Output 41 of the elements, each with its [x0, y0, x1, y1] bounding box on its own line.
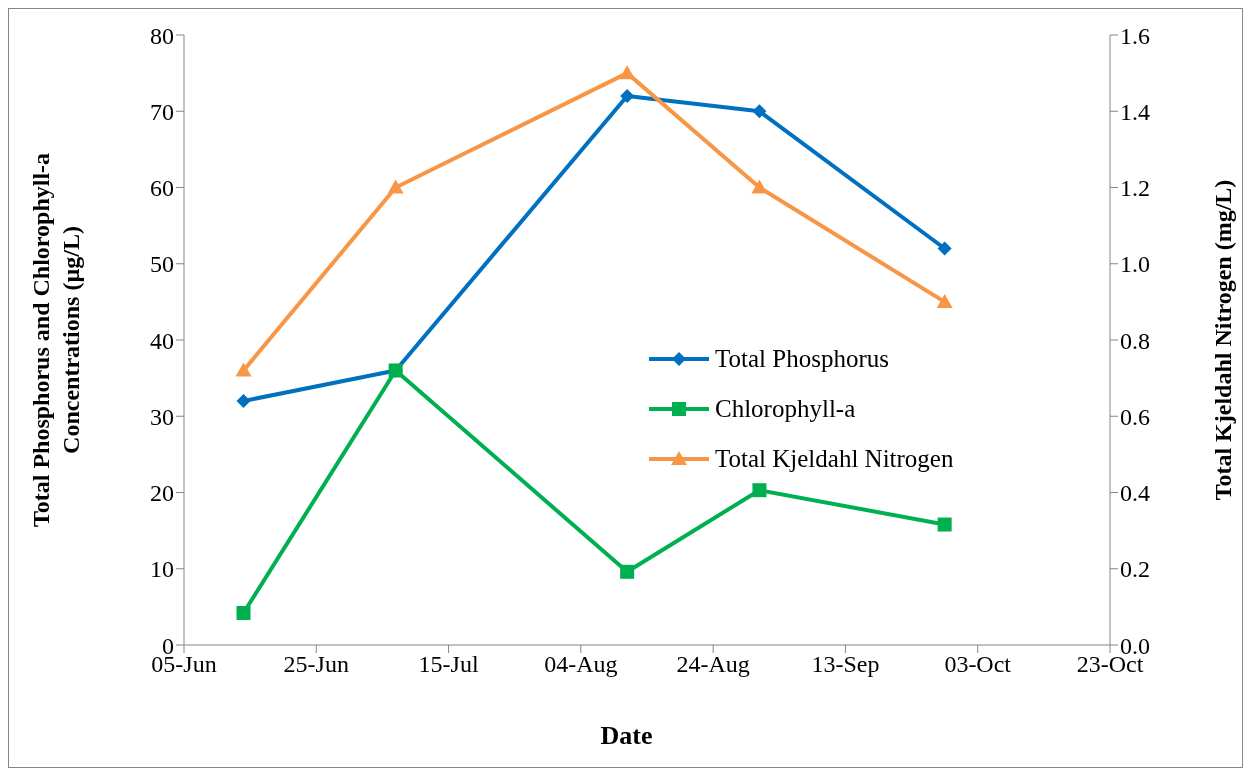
legend-label: Chlorophyll-a: [715, 395, 856, 423]
y2-tick-label: 0.4: [1120, 480, 1150, 507]
x-tick-label: 15-Jul: [418, 651, 479, 678]
y-axis-title: Total Phosphorus and Chlorophyll-a Concentrations (µg/L): [28, 152, 84, 528]
y-tick-label: 30: [150, 403, 174, 430]
x-tick-label: 03-Oct: [944, 651, 1012, 678]
y2-tick-label: 1.0: [1120, 251, 1150, 278]
y2-tick-label: 1.2: [1120, 175, 1150, 202]
legend-label: Total Kjeldahl Nitrogen: [715, 445, 954, 473]
point: [752, 104, 767, 119]
legend-label: Total Phosphorus: [715, 345, 889, 373]
y-tick-label: 50: [150, 251, 174, 278]
point: [751, 179, 768, 194]
y2-axis-title: Total Kjeldahl Nitrogen (mg/L): [1209, 179, 1236, 501]
x-tick-label: 04-Aug: [544, 651, 618, 678]
point: [620, 89, 635, 103]
y-tick-label: 70: [150, 98, 174, 125]
y2-tick-label: 1.4: [1120, 98, 1150, 125]
y-tick-label: 60: [150, 175, 174, 202]
point: [236, 605, 251, 620]
y2-tick-label: 1.6: [1120, 22, 1150, 49]
point: [936, 293, 953, 308]
point: [235, 362, 252, 377]
x-tick-label: 13-Sep: [811, 651, 880, 678]
point: [752, 483, 767, 498]
point: [619, 65, 636, 80]
y-tick-label: 20: [150, 480, 174, 507]
point: [620, 564, 635, 579]
x-tick-label: 24-Aug: [676, 651, 750, 678]
point: [937, 517, 952, 532]
y-tick-label: 80: [150, 22, 174, 49]
y-tick-label: 10: [150, 556, 174, 583]
point: [236, 394, 251, 408]
y2-tick-label: 0.8: [1120, 327, 1150, 354]
point: [937, 241, 952, 256]
y2-tick-label: 0.2: [1120, 556, 1150, 583]
x-tick-label: 25-Jun: [283, 651, 349, 678]
point: [387, 179, 404, 194]
y-tick-label: 40: [150, 327, 174, 354]
y2-tick-label: 0.6: [1120, 403, 1150, 430]
x-axis-title: Date: [599, 721, 654, 751]
